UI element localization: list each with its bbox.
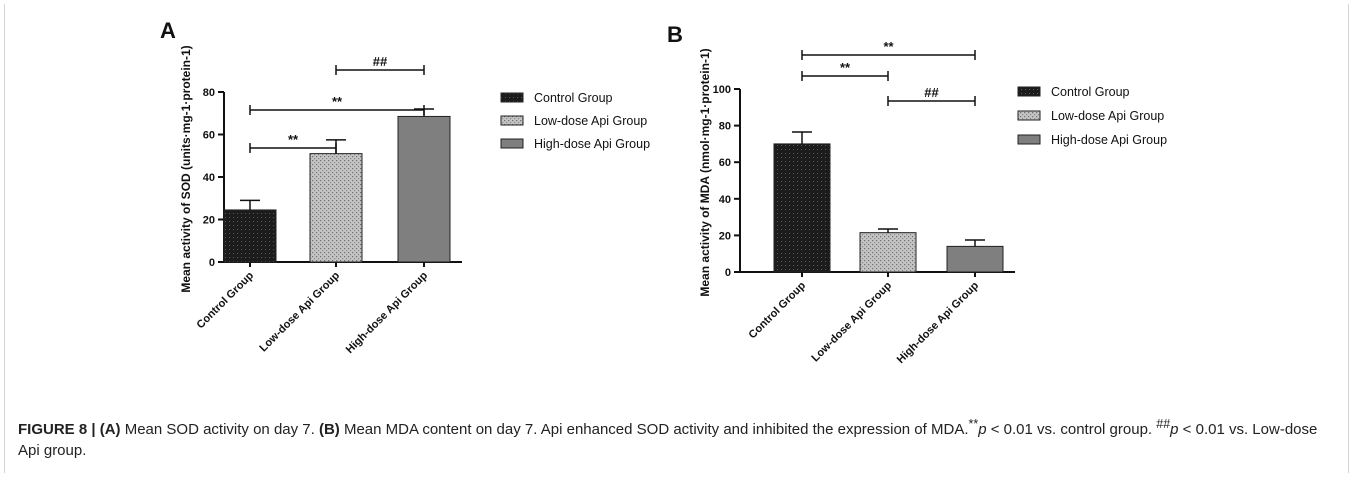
caption-sig-p-1: p bbox=[978, 421, 987, 438]
category-label-1: Control Group bbox=[194, 269, 256, 331]
caption-sig-text-1: < 0.01 vs. control group. bbox=[986, 421, 1157, 438]
bar-2 bbox=[309, 153, 363, 263]
legend-label-1: Control Group bbox=[534, 91, 613, 105]
caption-sig-text-2: < 0.01 vs. Low-dose Api group. bbox=[18, 421, 1318, 459]
bar-3 bbox=[397, 115, 451, 263]
panel-label: B bbox=[667, 22, 683, 47]
y-tick-label: 20 bbox=[719, 230, 731, 242]
y-tick-label: 20 bbox=[203, 215, 215, 227]
legend-swatch-3 bbox=[500, 138, 524, 149]
figure-frame bbox=[4, 4, 1349, 473]
legend-label-2: Low-dose Api Group bbox=[534, 114, 647, 128]
figure-caption: FIGURE 8 | (A) Mean SOD activity on day … bbox=[18, 414, 1328, 461]
sig-marker: ## bbox=[373, 54, 388, 69]
y-tick-label: 0 bbox=[725, 267, 731, 279]
legend-swatch-1 bbox=[500, 92, 524, 103]
legend-swatch-2 bbox=[1017, 110, 1041, 121]
legend-swatch-3 bbox=[1017, 134, 1041, 145]
y-tick-label: 0 bbox=[209, 257, 215, 269]
legend-swatch-1 bbox=[1017, 86, 1041, 97]
sig-marker: ** bbox=[332, 94, 343, 109]
figure-charts: A 0 20 40 60 80 Mean activity of SOD (units·mg… bbox=[160, 18, 1167, 366]
category-label-3: High-dose Api Group bbox=[344, 269, 431, 356]
y-tick-label: 60 bbox=[203, 130, 215, 142]
y-tick-label: 100 bbox=[713, 84, 731, 96]
bar-1 bbox=[773, 143, 831, 273]
legend-label-3: High-dose Api Group bbox=[534, 137, 650, 151]
caption-sig-marker-1: ** bbox=[968, 417, 979, 431]
category-label-1: Control Group bbox=[746, 279, 808, 341]
legend-label-1: Control Group bbox=[1051, 85, 1130, 99]
category-label-3: High-dose Api Group bbox=[895, 279, 982, 366]
y-tick-label: 80 bbox=[203, 87, 215, 99]
y-tick-label: 60 bbox=[719, 157, 731, 169]
legend-label-3: High-dose Api Group bbox=[1051, 133, 1167, 147]
category-label-2: Low-dose Api Group bbox=[257, 269, 342, 354]
y-tick-label: 80 bbox=[719, 121, 731, 133]
legend-swatch-2 bbox=[500, 115, 524, 126]
caption-part-b-text: Mean MDA content on day 7. Api enhanced … bbox=[339, 421, 969, 438]
caption-sig-marker-2: ## bbox=[1156, 417, 1171, 431]
caption-part-b-label: (B) bbox=[318, 421, 340, 438]
y-axis-title: Mean activity of MDA (nmol·mg-1·protein-… bbox=[698, 48, 712, 296]
sig-marker: ## bbox=[924, 85, 939, 100]
legend-label-2: Low-dose Api Group bbox=[1051, 109, 1164, 123]
chart-panel-a: A 0 20 40 60 80 Mean activity of SOD (units·mg… bbox=[160, 18, 650, 356]
sig-marker: ** bbox=[883, 39, 894, 54]
caption-part-a-label: (A) bbox=[99, 421, 121, 438]
y-tick-label: 40 bbox=[719, 194, 731, 206]
caption-part-a-text: Mean SOD activity on day 7. bbox=[120, 421, 319, 438]
y-axis-title: Mean activity of SOD (units·mg-1·protein… bbox=[179, 45, 193, 292]
sig-marker: ** bbox=[840, 60, 851, 75]
bar-1 bbox=[223, 209, 277, 263]
caption-figure-label: FIGURE 8 | bbox=[18, 421, 96, 438]
bar-3 bbox=[946, 245, 1004, 273]
category-label-2: Low-dose Api Group bbox=[809, 279, 894, 364]
y-tick-label: 40 bbox=[203, 172, 215, 184]
panel-label: A bbox=[160, 18, 176, 43]
sig-marker: ** bbox=[288, 132, 299, 147]
caption-sig-p-2: p bbox=[1170, 421, 1179, 438]
bar-2 bbox=[859, 232, 917, 273]
